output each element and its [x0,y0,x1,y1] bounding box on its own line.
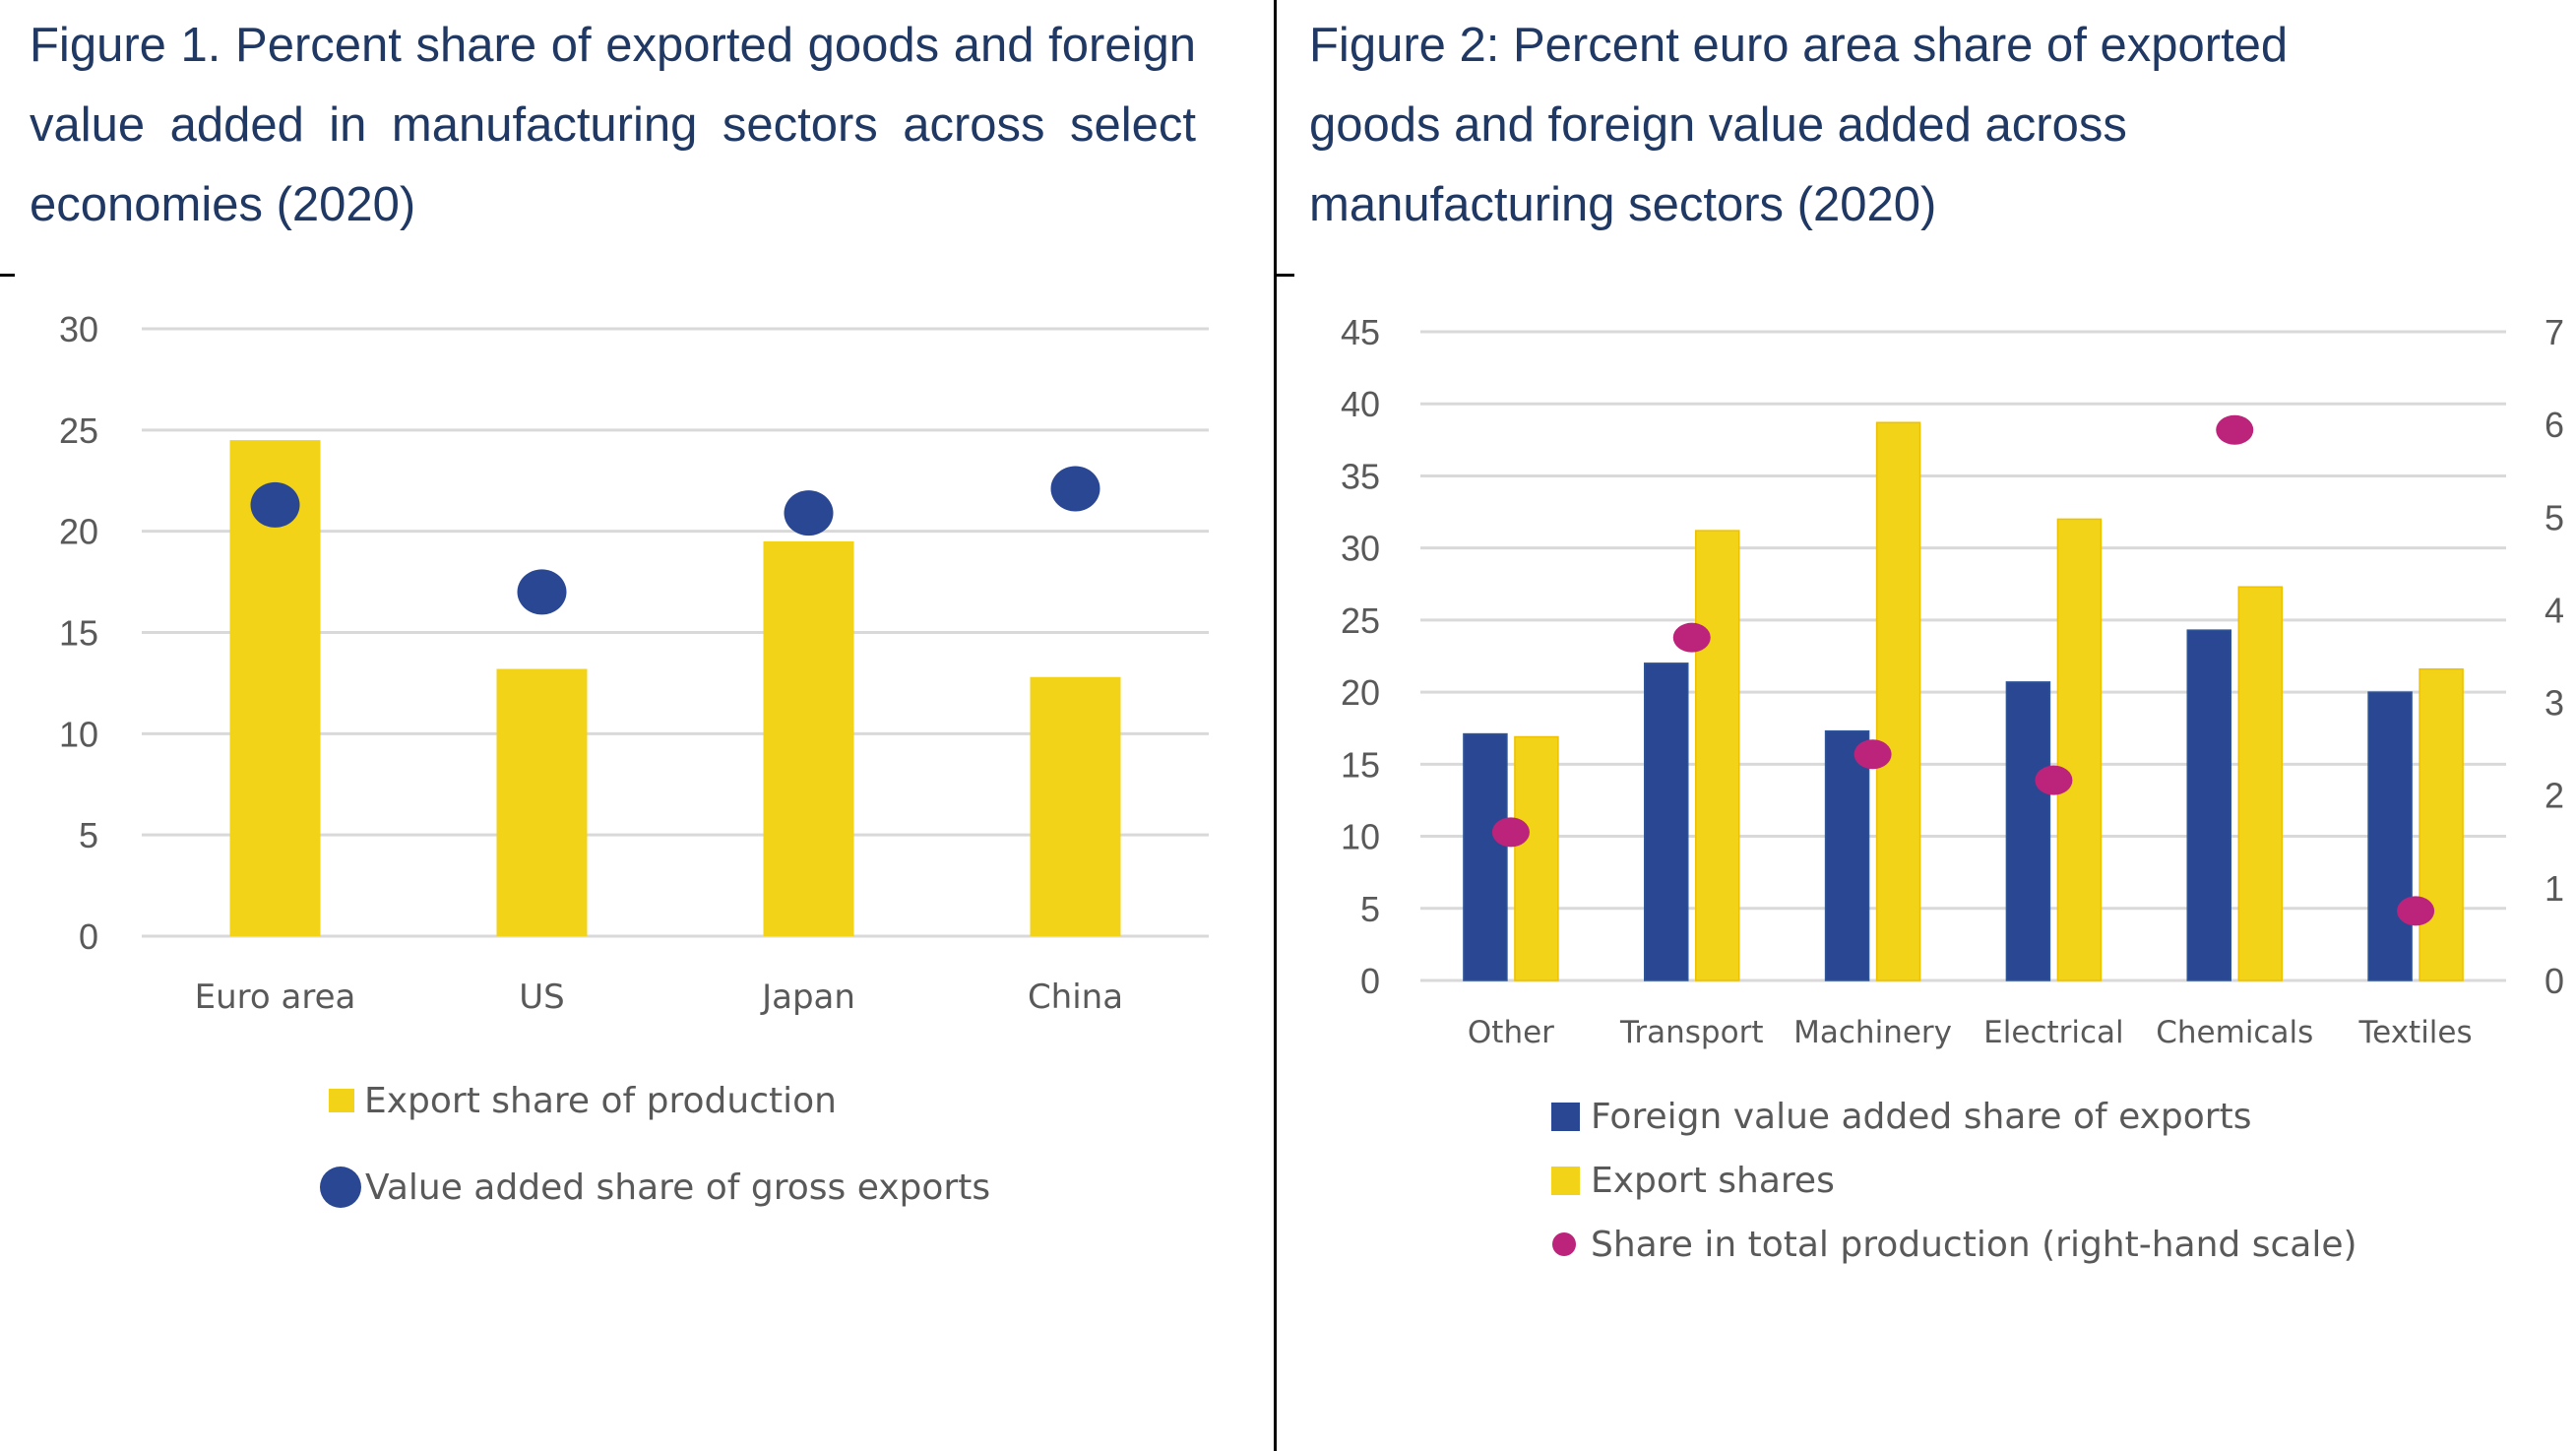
bar-export-share-japan [763,540,854,936]
bar-export-share-us [496,668,588,936]
figure1-chart: 0 5 10 15 20 25 30 Euro area US Japan China [59,309,1209,1017]
legend-item-export-shares: Export shares [1551,1159,1835,1202]
y-tick-label-40: 40 [1341,384,1380,424]
blue-circle-swatch-icon [320,1167,361,1208]
navy-square-swatch-icon [1551,1102,1580,1131]
x-tick-label-chemicals: Chemicals [2156,1015,2313,1050]
dot-value-added-china [1050,466,1100,512]
figure1-panel: Figure 1. Percent share of exported good… [0,0,1275,1451]
bar-foreign-value-added-other [1463,732,1508,981]
y-tick-label-25: 25 [59,410,98,451]
bar-export-shares-machinery [1875,421,1921,981]
x-tick-label-machinery: Machinery [1793,1015,1952,1050]
y2-tick-label-4: 4 [2545,590,2564,630]
y2-tick-label-6: 6 [2545,405,2564,445]
magenta-circle-swatch-icon [1552,1232,1576,1256]
legend-label: Export shares [1591,1160,1835,1201]
bar-export-shares-chemicals [2237,586,2283,981]
bar-export-share-china [1030,676,1121,936]
dot-share-total-production-other [1491,817,1530,848]
legend-item-foreign-value-added: Foreign value added share of exports [1551,1095,2251,1138]
panel-divider [1274,0,1277,1451]
yellow-square-swatch-icon [329,1089,354,1112]
bar-foreign-value-added-chemicals [2186,629,2231,981]
bar-export-shares-textiles [2419,667,2464,981]
bar-export-shares-transport [1695,530,1740,981]
x-tick-label-japan: Japan [760,978,855,1017]
panel1-corner-tick [0,274,15,277]
dot-share-total-production-chemicals [2216,414,2254,445]
y2-tick-label-0: 0 [2545,961,2564,1001]
y-tick-label-35: 35 [1341,456,1380,496]
panel2-corner-tick [1274,274,1294,277]
y-tick-label-30: 30 [59,309,98,349]
y-tick-label-15: 15 [59,613,98,654]
y-tick-label-5: 5 [1360,889,1380,929]
x-tick-label-us: US [519,978,564,1017]
yellow-square-swatch-icon [1551,1166,1580,1195]
legend-label: Share in total production (right-hand sc… [1591,1224,2357,1265]
y2-tick-label-2: 2 [2545,776,2564,816]
figure2-title: Figure 2: Percent euro area share of exp… [1309,19,2289,231]
y-tick-label-0: 0 [1360,961,1380,1001]
y-tick-label-20: 20 [59,512,98,552]
legend-label: Value added share of gross exports [365,1167,991,1208]
figure2-panel: Figure 2: Percent euro area share of exp… [1277,0,2576,1451]
bar-foreign-value-added-electrical [2005,681,2051,981]
dot-share-total-production-electrical [2035,765,2073,795]
y2-tick-label-5: 5 [2545,497,2564,537]
bar-export-shares-electrical [2056,518,2103,981]
legend-item-value-added-share: Value added share of gross exports [320,1166,990,1209]
legend-item-share-in-total-production: Share in total production (right-hand sc… [1552,1223,2357,1266]
x-tick-label-electrical: Electrical [1983,1015,2123,1050]
y-tick-label-10: 10 [1341,817,1380,857]
figure1-title: Figure 1. Percent share of exported good… [30,19,1196,231]
legend-label: Export share of production [364,1080,837,1121]
dot-share-total-production-textiles [2397,896,2435,926]
y-tick-label-20: 20 [1341,672,1380,713]
legend-item-export-share-of-production: Export share of production [329,1079,837,1122]
y-tick-label-45: 45 [1341,312,1380,352]
bar-foreign-value-added-transport [1644,662,1689,981]
dot-share-total-production-machinery [1853,739,1892,770]
y2-tick-label-3: 3 [2545,683,2564,724]
y-tick-label-30: 30 [1341,529,1380,569]
bar-export-shares-other [1514,735,1559,981]
y-tick-label-10: 10 [59,714,98,754]
x-tick-label-other: Other [1468,1015,1554,1050]
bar-foreign-value-added-textiles [2367,691,2413,981]
x-tick-label-euro-area: Euro area [195,978,356,1017]
y2-tick-label-7: 7 [2545,312,2564,352]
dot-value-added-euro-area [250,481,300,528]
y-tick-label-0: 0 [79,916,98,957]
legend-label: Foreign value added share of exports [1591,1096,2252,1137]
dot-value-added-us [517,569,567,615]
x-tick-label-transport: Transport [1619,1015,1763,1050]
x-tick-label-china: China [1028,978,1123,1017]
y-tick-label-15: 15 [1341,744,1380,785]
y-tick-label-25: 25 [1341,600,1380,641]
dot-share-total-production-transport [1672,622,1711,653]
y2-tick-label-1: 1 [2545,868,2564,909]
y-tick-label-5: 5 [79,815,98,855]
dot-value-added-japan [784,490,834,536]
x-tick-label-textiles: Textiles [2358,1015,2473,1050]
bar-foreign-value-added-machinery [1824,729,1870,981]
